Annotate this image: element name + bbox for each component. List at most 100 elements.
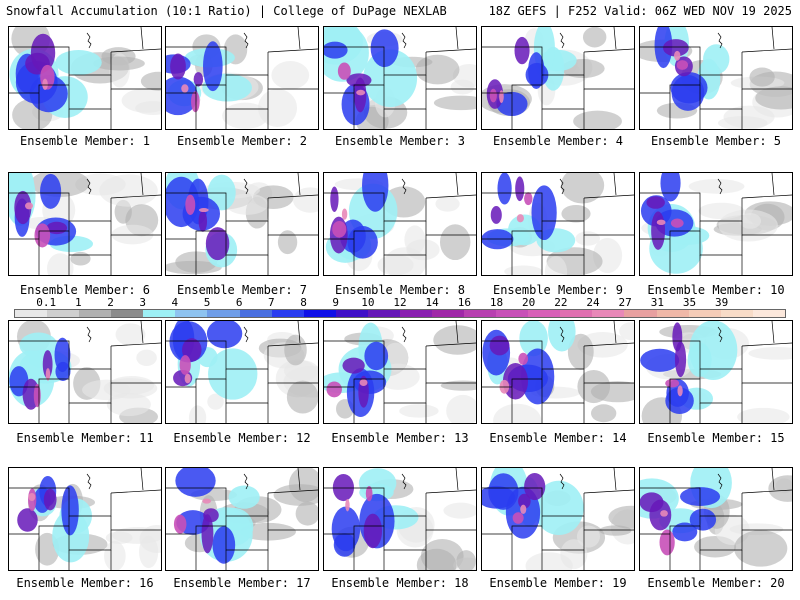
- colorbar-swatch: [303, 310, 336, 317]
- ensemble-member-caption: Ensemble Member: 6: [19, 283, 151, 297]
- ensemble-member-caption: Ensemble Member: 12: [173, 431, 311, 445]
- colorbar-swatch: [367, 310, 400, 317]
- ensemble-member-18-map: [323, 467, 477, 571]
- ensemble-member-8-map: [323, 172, 477, 276]
- ensemble-member-caption: Ensemble Member: 7: [176, 283, 308, 297]
- ensemble-member-3-map: [323, 26, 477, 130]
- colorbar-tick-label: 31: [650, 296, 664, 309]
- colorbar-swatch: [15, 310, 48, 317]
- colorbar-tick-label: 16: [457, 296, 471, 309]
- colorbar-swatch: [175, 310, 208, 317]
- snowfall-colorbar: [14, 309, 786, 318]
- ensemble-member-5-map: [639, 26, 793, 130]
- ensemble-member-caption: Ensemble Member: 1: [19, 134, 151, 148]
- colorbar-swatch: [496, 310, 529, 317]
- snowfall-map: [9, 468, 161, 570]
- colorbar-swatch: [111, 310, 144, 317]
- snowfall-map: [166, 468, 318, 570]
- colorbar-swatch: [688, 310, 721, 317]
- ensemble-member-caption: Ensemble Member: 17: [173, 576, 311, 590]
- colorbar-swatch: [720, 310, 753, 317]
- ensemble-member-caption: Ensemble Member: 13: [331, 431, 469, 445]
- colorbar-swatch: [207, 310, 240, 317]
- colorbar-swatch: [752, 310, 785, 317]
- ensemble-member-caption: Ensemble Member: 14: [489, 431, 627, 445]
- snowfall-map: [482, 468, 634, 570]
- colorbar-swatch: [432, 310, 465, 317]
- ensemble-member-14-map: [481, 320, 635, 424]
- snowfall-map: [640, 321, 792, 423]
- colorbar-tick-label: 18: [489, 296, 504, 309]
- colorbar-tick-label: 24: [586, 296, 600, 309]
- ensemble-member-11-map: [8, 320, 162, 424]
- snowfall-map: [482, 321, 634, 423]
- snowfall-map: [166, 27, 318, 129]
- ensemble-member-19-map: [481, 467, 635, 571]
- snowfall-map: [324, 173, 476, 275]
- ensemble-member-4-map: [481, 26, 635, 130]
- colorbar-labels: 0.1 1 2 3 4 5 6 7 8 9 10 12 14 16 18 20 22 24 27 31 35 39: [14, 296, 786, 309]
- ensemble-member-7-map: [165, 172, 319, 276]
- snowfall-map: [640, 173, 792, 275]
- colorbar-tick-label: 9: [332, 296, 339, 309]
- colorbar-tick-label: 22: [554, 296, 568, 309]
- ensemble-member-17-map: [165, 467, 319, 571]
- colorbar-tick-label: 14: [425, 296, 439, 309]
- ensemble-member-16-map: [8, 467, 162, 571]
- colorbar-tick-label: 3: [139, 296, 146, 309]
- snowfall-map: [482, 173, 634, 275]
- colorbar-tick-label: 8: [300, 296, 307, 309]
- ensemble-member-caption: Ensemble Member: 4: [492, 134, 624, 148]
- colorbar-swatch: [528, 310, 561, 317]
- colorbar-swatch: [592, 310, 625, 317]
- ensemble-member-caption: Ensemble Member: 3: [334, 134, 466, 148]
- snowfall-map: [324, 321, 476, 423]
- ensemble-member-caption: Ensemble Member: 19: [489, 576, 627, 590]
- colorbar-swatch: [656, 310, 689, 317]
- snowfall-map: [9, 27, 161, 129]
- colorbar-swatch: [271, 310, 304, 317]
- ensemble-member-2-map: [165, 26, 319, 130]
- ensemble-member-caption: Ensemble Member: 15: [647, 431, 785, 445]
- ensemble-member-9-map: [481, 172, 635, 276]
- product-title: Snowfall Accumulation (10:1 Ratio) | Col…: [6, 4, 447, 18]
- snowfall-map: [482, 27, 634, 129]
- colorbar-tick-label: 20: [522, 296, 536, 309]
- colorbar-swatch: [47, 310, 80, 317]
- colorbar-tick-label: 4: [171, 296, 179, 309]
- ensemble-member-caption: Ensemble Member: 9: [492, 283, 624, 297]
- snowfall-map: [9, 321, 161, 423]
- ensemble-member-caption: Ensemble Member: 2: [176, 134, 308, 148]
- ensemble-member-12-map: [165, 320, 319, 424]
- snowfall-map: [640, 27, 792, 129]
- ensemble-member-caption: Ensemble Member: 5: [650, 134, 782, 148]
- colorbar-swatch: [143, 310, 176, 317]
- ensemble-member-caption: Ensemble Member: 18: [331, 576, 469, 590]
- snowfall-map: [324, 468, 476, 570]
- ensemble-member-caption: Ensemble Member: 11: [16, 431, 154, 445]
- colorbar-tick-label: 5: [203, 296, 211, 309]
- snowfall-map: [9, 173, 161, 275]
- colorbar-tick-label: 2: [107, 296, 114, 309]
- ensemble-member-13-map: [323, 320, 477, 424]
- colorbar-swatch: [624, 310, 657, 317]
- ensemble-member-1-map: [8, 26, 162, 130]
- colorbar-tick-label: 7: [268, 296, 275, 309]
- colorbar-tick-label: 6: [235, 296, 243, 309]
- colorbar-tick-label: 12: [393, 296, 407, 309]
- colorbar-swatch: [399, 310, 433, 317]
- ensemble-member-15-map: [639, 320, 793, 424]
- colorbar-tick-label: 39: [715, 296, 729, 309]
- colorbar-tick-label: 35: [682, 296, 697, 309]
- colorbar-swatch: [335, 310, 368, 317]
- ensemble-member-20-map: [639, 467, 793, 571]
- colorbar-tick-label: 27: [618, 296, 632, 309]
- snowfall-map: [324, 27, 476, 129]
- colorbar-tick-label: 10: [361, 296, 375, 309]
- ensemble-member-10-map: [639, 172, 793, 276]
- ensemble-member-caption: Ensemble Member: 16: [16, 576, 154, 590]
- colorbar-swatch: [464, 310, 497, 317]
- snowfall-map: [166, 173, 318, 275]
- snowfall-map: [166, 321, 318, 423]
- colorbar-swatch: [560, 310, 593, 317]
